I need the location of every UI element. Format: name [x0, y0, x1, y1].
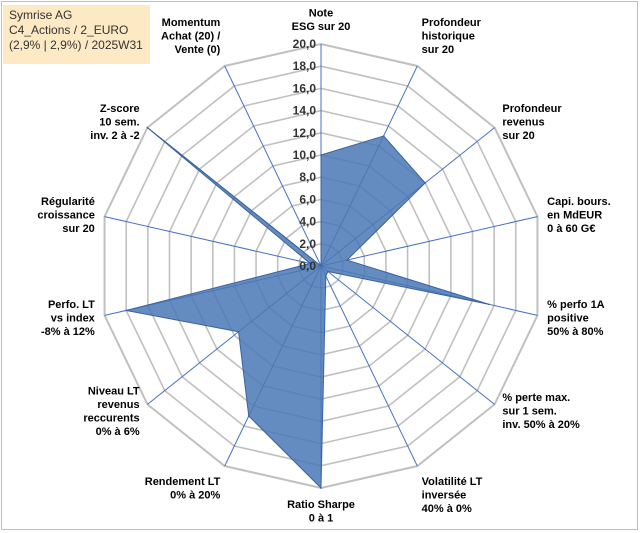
- tick-label: 8,0: [299, 170, 316, 184]
- header-company-name: Symrise AG: [9, 8, 73, 22]
- radar-axis-labels: Note ESG sur 20 Profondeur historique sur 20…: [37, 8, 610, 525]
- tick-label: 20,0: [293, 37, 317, 51]
- axis-label: Capi. bours. en MdEUR 0 à 60 G€: [547, 196, 611, 235]
- data-point: [346, 259, 348, 261]
- axis-spoke: [104, 216, 322, 267]
- axis-label: Ratio Sharpe 0 à 1: [287, 499, 355, 525]
- axis-label: Volatilité LT inversée 40% à 0%: [422, 476, 483, 515]
- axis-spoke: [320, 265, 495, 405]
- axis-label: Profondeur historique sur 20: [422, 17, 482, 56]
- chart-header-box: Symrise AG C4_Actions / 2_EURO (2,9% | 2…: [3, 5, 150, 64]
- data-point: [424, 182, 426, 184]
- axis-label: Régularité croissance sur 20: [37, 196, 94, 235]
- tick-label: 18,0: [293, 59, 317, 73]
- tick-label: 16,0: [293, 81, 317, 95]
- radar-series: [125, 126, 490, 489]
- tick-label: 6,0: [299, 192, 316, 206]
- data-point: [309, 262, 311, 265]
- data-point: [320, 265, 322, 267]
- data-point: [146, 126, 149, 129]
- axis-label: Z-score 10 sem. inv. 2 à -2: [90, 103, 139, 142]
- axis-label: Profondeur revenus sur 20: [502, 103, 562, 142]
- axis-label: Rendement LT 0% à 20%: [145, 476, 221, 502]
- axis-label: Perfo. LT vs index -8% à 12%: [41, 299, 96, 338]
- data-point: [487, 303, 490, 306]
- tick-label: 0,0: [299, 259, 316, 273]
- tick-label: 10,0: [293, 148, 317, 162]
- tick-label: 2,0: [299, 237, 316, 251]
- axis-label: Note ESG sur 20: [292, 8, 351, 34]
- axis-label: % perfo 1A positive 50% à 80%: [547, 299, 605, 338]
- axis-label: Niveau LT revenus reccurents 0% à 6%: [83, 385, 140, 438]
- radar-tick-labels: 0,0 2,0 4,0 6,0 8,0 10,0 12,0 14,0 16,0 18,0 20,0: [293, 37, 317, 273]
- tick-label: 14,0: [293, 104, 317, 118]
- tick-label: 4,0: [299, 215, 316, 229]
- data-point: [320, 154, 322, 156]
- data-point: [325, 275, 327, 277]
- tick-label: 12,0: [293, 126, 317, 140]
- data-point: [320, 487, 322, 489]
- axis-spoke: [320, 265, 418, 467]
- data-point: [237, 330, 240, 333]
- header-category: C4_Actions / 2_EURO: [9, 23, 129, 37]
- data-point: [327, 270, 329, 273]
- axis-label: % perte max. sur 1 sem. inv. 50% à 20%: [502, 392, 580, 431]
- data-point: [382, 135, 385, 137]
- axis-spoke: [224, 65, 322, 267]
- data-point: [247, 415, 250, 417]
- axis-spoke: [320, 216, 538, 267]
- axis-label: Momentum Achat (20) / Vente (0): [161, 17, 221, 56]
- data-point: [125, 309, 128, 312]
- header-period: (2,9% | 2,9%) / 2025W31: [9, 38, 143, 52]
